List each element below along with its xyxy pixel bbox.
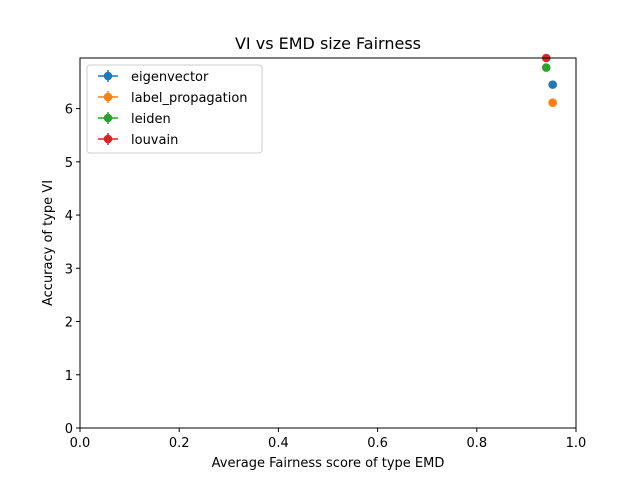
x-tick-label: 0.0 xyxy=(70,436,91,451)
legend-item-label-propagation[interactable]: label_propagation xyxy=(98,91,248,106)
axes-frame xyxy=(79,57,577,429)
x-axis-ticks: 0.0 0.2 0.4 0.6 0.8 1.0 xyxy=(70,428,587,451)
y-tick-label: 1 xyxy=(65,369,73,384)
legend-marker xyxy=(103,134,113,144)
legend-item-eigenvector[interactable]: eigenvector xyxy=(98,70,209,85)
data-point-leiden xyxy=(541,63,551,72)
legend-marker xyxy=(103,92,113,102)
x-tick-label: 0.8 xyxy=(466,436,487,451)
y-axis-label: Accuracy of type VI xyxy=(41,180,56,306)
data-point-eigenvector xyxy=(548,80,557,89)
y-tick-label: 5 xyxy=(65,156,73,171)
x-tick-label: 0.4 xyxy=(268,436,289,451)
legend-item-leiden[interactable]: leiden xyxy=(98,112,171,127)
y-tick-label: 0 xyxy=(65,422,73,437)
legend-label: eigenvector xyxy=(131,70,209,85)
legend-label: louvain xyxy=(131,133,178,148)
legend-marker xyxy=(103,113,113,123)
legend-marker xyxy=(103,71,113,81)
y-tick-label: 4 xyxy=(65,209,73,224)
x-axis-label: Average Fairness score of type EMD xyxy=(212,456,445,471)
x-tick-label: 0.6 xyxy=(367,436,388,451)
legend-label: leiden xyxy=(131,112,171,127)
legend-box xyxy=(86,64,263,154)
x-tick-label: 1.0 xyxy=(566,436,587,451)
chart-title: VI vs EMD size Fairness xyxy=(235,34,421,53)
y-tick-label: 3 xyxy=(65,262,73,277)
plot-area xyxy=(541,53,557,108)
x-tick-label: 0.2 xyxy=(169,436,190,451)
y-tick-label: 6 xyxy=(65,103,73,118)
y-axis-ticks: 0 1 2 3 4 5 6 xyxy=(65,103,80,437)
data-point-label-propagation xyxy=(548,98,557,108)
legend-label: label_propagation xyxy=(131,91,248,106)
legend-item-louvain[interactable]: louvain xyxy=(98,133,178,148)
y-tick-label: 2 xyxy=(65,316,73,331)
